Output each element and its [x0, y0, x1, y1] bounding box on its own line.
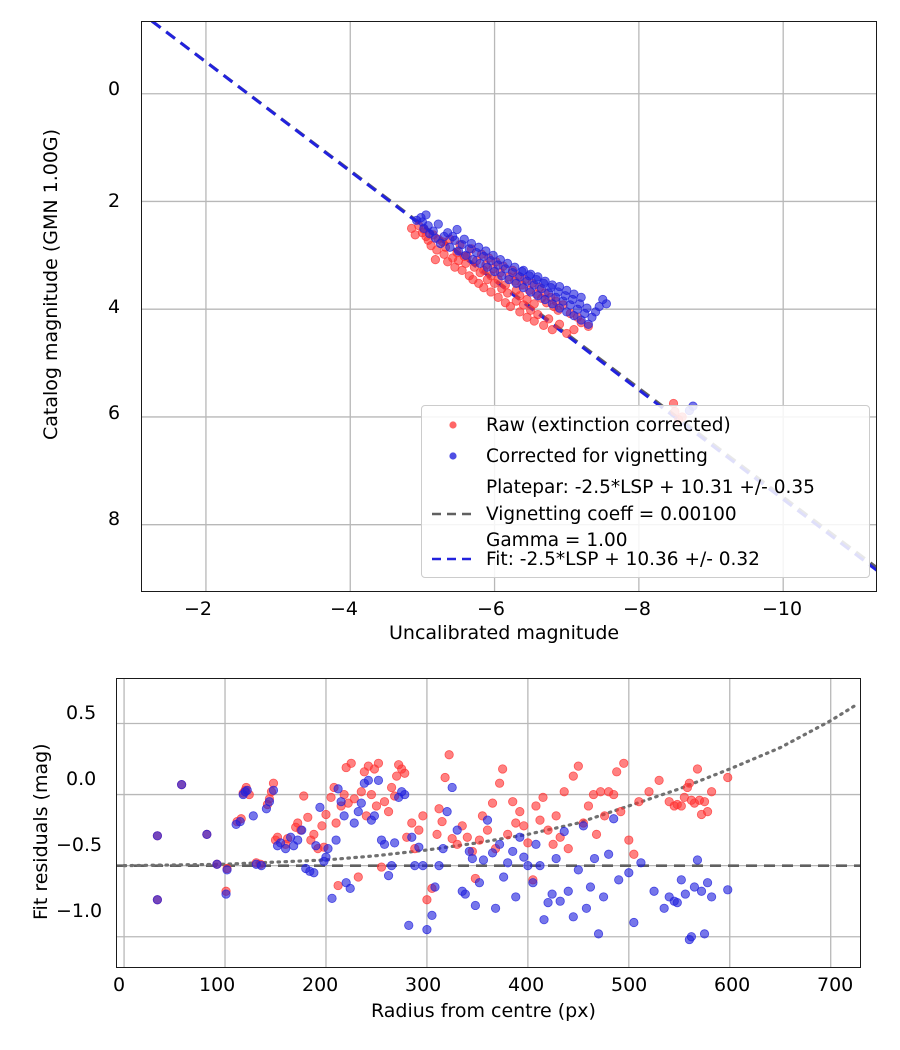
legend-handles — [432, 421, 474, 561]
legend-label-platepar: Platepar: -2.5*LSP + 10.31 +/- 0.35 — [486, 477, 815, 498]
series-corrected-for-vignetting — [412, 210, 698, 416]
legend-entry-corrected: Corrected for vignetting — [484, 446, 708, 467]
legend-label-gamma: Gamma = 1.00 — [486, 530, 628, 551]
xtick-bottom-7: 700 — [817, 974, 854, 996]
xtick-bottom-0: 0 — [113, 974, 126, 996]
xtick-bottom-4: 400 — [508, 974, 545, 996]
ytick-bottom-2: −0.5 — [56, 834, 103, 856]
residuals-plot-canvas — [116, 678, 861, 968]
xaxis-label-top: Uncalibrated magnitude — [389, 622, 620, 644]
ytick-top-0: 0 — [108, 78, 121, 100]
ytick-top-2: 4 — [108, 296, 121, 318]
yaxis-label-top: Catalog magnitude (GMN 1.00G) — [40, 128, 62, 440]
legend-label-corrected: Corrected for vignetting — [486, 446, 708, 467]
legend-top: Raw (extinction corrected) Corrected for… — [421, 405, 870, 578]
xaxis-label-bottom: Radius from centre (px) — [371, 1000, 596, 1022]
xtick-top-3: −8 — [623, 598, 652, 620]
ytick-top-3: 6 — [108, 402, 121, 424]
vignetting-curve — [122, 703, 858, 868]
yaxis-label-bottom: Fit residuals (mag) — [30, 743, 52, 920]
xtick-bottom-5: 500 — [611, 974, 648, 996]
legend-label-vignetting-coeff: Vignetting coeff = 0.00100 — [486, 504, 737, 525]
ytick-bottom-0: 0.5 — [66, 702, 97, 724]
legend-label-fit: Fit: -2.5*LSP + 10.36 +/- 0.32 — [486, 549, 760, 570]
legend-marker-raw — [449, 421, 457, 429]
legend-entry-platepar-line1: Platepar: -2.5*LSP + 10.31 +/- 0.35 — [484, 477, 815, 498]
legend-entry-raw: Raw (extinction corrected) — [484, 415, 731, 436]
xtick-top-2: −6 — [477, 598, 506, 620]
legend-label-raw: Raw (extinction corrected) — [486, 415, 731, 436]
legend-entry-platepar-line3: Gamma = 1.00 — [484, 530, 628, 551]
series-raw-extinction-corrected- — [152, 750, 733, 905]
xtick-top-4: −10 — [762, 598, 803, 620]
xtick-top-0: −2 — [184, 598, 213, 620]
xtick-bottom-2: 200 — [302, 974, 339, 996]
ytick-top-1: 2 — [108, 190, 121, 212]
xtick-bottom-3: 300 — [405, 974, 442, 996]
legend-marker-corrected — [449, 452, 457, 460]
legend-entry-fit: Fit: -2.5*LSP + 10.36 +/- 0.32 — [484, 549, 760, 570]
legend-entry-platepar-line2: Vignetting coeff = 0.00100 — [484, 504, 737, 525]
series-corrected-for-vignetting — [152, 775, 733, 945]
ytick-bottom-3: −1.0 — [56, 900, 103, 922]
ytick-bottom-1: 0.0 — [66, 768, 97, 790]
ytick-top-4: 8 — [108, 508, 121, 530]
fit-residuals-plot — [116, 678, 861, 968]
xtick-bottom-6: 600 — [714, 974, 751, 996]
xtick-top-1: −4 — [330, 598, 359, 620]
xtick-bottom-1: 100 — [199, 974, 236, 996]
